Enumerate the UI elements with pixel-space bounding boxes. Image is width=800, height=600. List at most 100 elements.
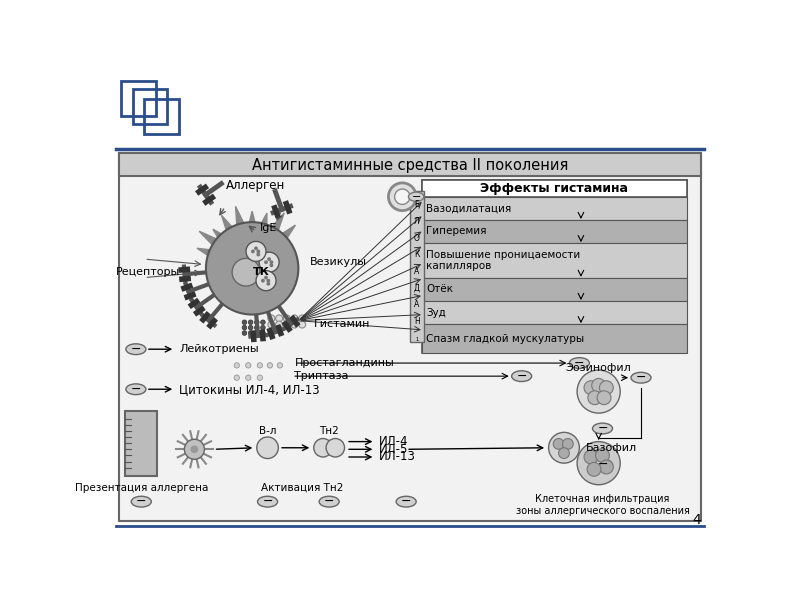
Ellipse shape (593, 460, 613, 470)
Circle shape (267, 362, 273, 368)
Polygon shape (235, 206, 250, 239)
Circle shape (242, 331, 246, 335)
Circle shape (184, 439, 205, 460)
Bar (422, 180, 687, 353)
Text: Зуд: Зуд (426, 308, 446, 317)
Circle shape (283, 315, 290, 322)
Text: −: − (324, 495, 334, 508)
Circle shape (242, 320, 246, 325)
Ellipse shape (126, 384, 146, 395)
Circle shape (232, 259, 260, 286)
Text: Клеточная инфильтрация
зоны аллергического воспаления: Клеточная инфильтрация зоны аллергическо… (515, 494, 690, 515)
Circle shape (251, 250, 255, 253)
Text: −: − (401, 495, 411, 508)
Circle shape (577, 370, 620, 413)
Text: Рецепторы: Рецепторы (116, 267, 180, 277)
Circle shape (562, 439, 574, 449)
Bar (422, 197, 687, 220)
Ellipse shape (396, 496, 416, 507)
Circle shape (267, 257, 271, 261)
Ellipse shape (258, 496, 278, 507)
Circle shape (283, 321, 290, 328)
Text: Л: Л (414, 217, 420, 226)
Circle shape (256, 253, 260, 256)
Text: −: − (262, 495, 273, 508)
Text: Вазодилатация: Вазодилатация (426, 203, 511, 214)
Circle shape (261, 331, 266, 335)
Circle shape (261, 320, 266, 325)
Circle shape (254, 320, 259, 325)
Text: −: − (411, 192, 421, 202)
Bar (422, 220, 687, 243)
Text: О: О (414, 233, 420, 242)
Text: ИЛ-13: ИЛ-13 (379, 451, 416, 463)
Bar (422, 243, 687, 278)
Text: Б: Б (414, 200, 419, 209)
Circle shape (277, 362, 282, 368)
Polygon shape (270, 225, 295, 250)
Text: ₁: ₁ (415, 334, 418, 343)
Circle shape (298, 315, 306, 322)
Text: Спазм гладкой мускулатуры: Спазм гладкой мускулатуры (426, 334, 584, 344)
Bar (133, 89, 167, 124)
Circle shape (234, 375, 239, 380)
Circle shape (595, 449, 610, 463)
Bar (410, 191, 424, 341)
Circle shape (549, 433, 579, 463)
Circle shape (257, 375, 262, 380)
Circle shape (587, 463, 601, 476)
Circle shape (291, 321, 298, 328)
Circle shape (266, 279, 270, 283)
Text: ИЛ-4: ИЛ-4 (379, 435, 409, 448)
Text: ИЛ-5: ИЛ-5 (379, 443, 409, 456)
Text: К: К (414, 250, 420, 259)
Text: Антигистаминные средства II поколения: Антигистаминные средства II поколения (252, 158, 568, 173)
Ellipse shape (131, 496, 151, 507)
Polygon shape (197, 248, 225, 263)
Circle shape (597, 391, 611, 404)
Circle shape (246, 241, 266, 262)
Ellipse shape (631, 372, 651, 383)
Text: −: − (130, 343, 141, 356)
Circle shape (577, 442, 620, 485)
Text: А: А (414, 267, 419, 276)
Text: −: − (136, 495, 146, 508)
Text: В-л: В-л (259, 426, 276, 436)
Text: Повышение проницаемости
капилляров: Повышение проницаемости капилляров (426, 250, 581, 271)
Ellipse shape (319, 496, 339, 507)
Bar (125, 411, 158, 476)
Text: Эффекты гистамина: Эффекты гистамина (480, 182, 628, 195)
Text: −: − (574, 356, 585, 370)
Circle shape (264, 275, 268, 280)
Circle shape (256, 271, 276, 290)
Circle shape (326, 439, 345, 457)
Text: Тн2: Тн2 (319, 426, 339, 436)
Circle shape (234, 362, 239, 368)
Circle shape (254, 331, 259, 335)
Text: Отёк: Отёк (426, 284, 453, 295)
Circle shape (592, 379, 606, 392)
Text: −: − (598, 422, 608, 435)
Text: Презентация аллергена: Презентация аллергена (74, 483, 208, 493)
Text: −: − (517, 370, 527, 383)
Circle shape (254, 247, 258, 250)
Circle shape (584, 381, 598, 395)
Text: Везикулы: Везикулы (310, 257, 367, 267)
Text: Простагландины: Простагландины (294, 358, 394, 368)
Text: Аллерген: Аллерген (226, 179, 286, 193)
Ellipse shape (570, 358, 590, 368)
Polygon shape (254, 213, 267, 239)
Text: ТК: ТК (253, 267, 270, 277)
Circle shape (291, 315, 298, 322)
Text: 4: 4 (692, 513, 701, 527)
Text: −: − (598, 458, 608, 471)
Circle shape (261, 325, 266, 330)
Circle shape (256, 250, 260, 253)
Text: −: − (636, 371, 646, 384)
Text: Эозинофил: Эозинофил (566, 364, 631, 373)
Circle shape (270, 263, 274, 267)
Circle shape (266, 282, 270, 286)
Text: Лейкотриены: Лейкотриены (179, 344, 258, 354)
Polygon shape (262, 213, 284, 244)
Bar (422, 278, 687, 301)
